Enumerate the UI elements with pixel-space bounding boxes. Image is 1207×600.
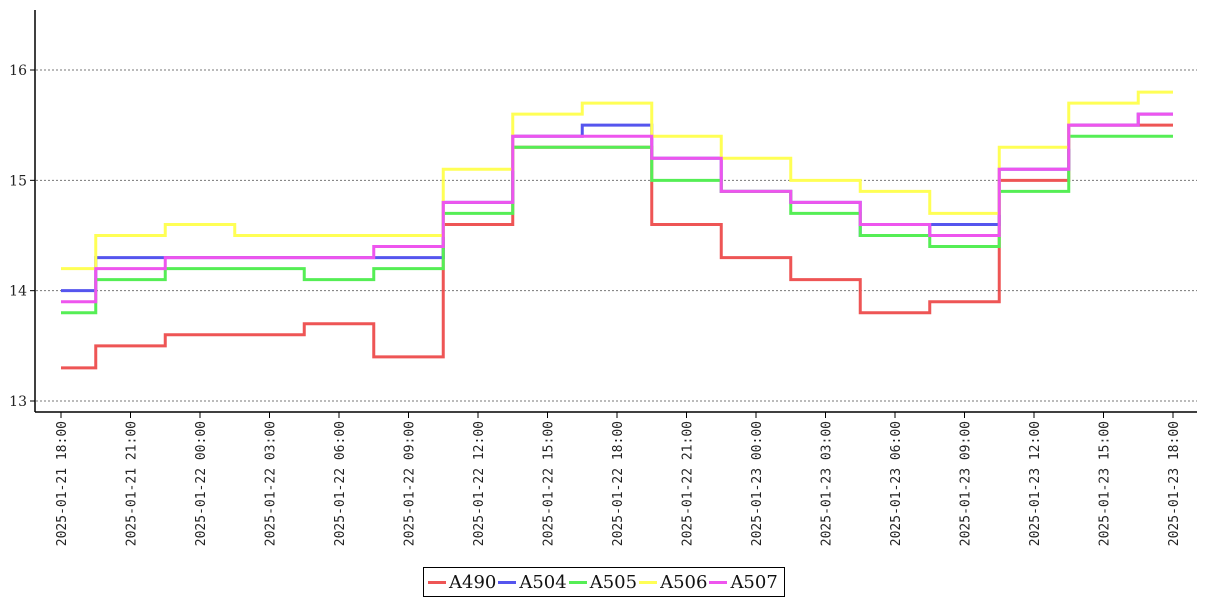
x-tick-label: 2025-01-23 12:00 [1028,421,1043,546]
x-tick-label: 2025-01-22 06:00 [333,421,348,546]
legend-swatch [639,580,658,584]
x-ticks: 2025-01-21 18:00 2025-01-21 21:00 2025-01-… [55,412,1182,546]
legend-label: A490 [449,571,497,593]
legend-item-a490: A490 [428,572,496,593]
x-tick-label: 2025-01-23 06:00 [889,421,904,546]
grid-lines [36,69,1197,402]
y-ticks: 13 14 15 16 [9,63,35,410]
y-tick-label: 14 [9,284,27,300]
x-tick-label: 2025-01-22 00:00 [194,421,209,546]
series-line-a490 [61,123,1173,370]
legend-item-a505: A505 [568,571,638,593]
x-tick-label: 2025-01-23 18:00 [1167,421,1182,546]
x-tick-label: 2025-01-21 21:00 [125,421,140,546]
x-tick-label: 2025-01-23 03:00 [820,421,835,546]
x-tick-label: 2025-01-22 15:00 [542,421,557,546]
x-tick-label: 2025-01-22 21:00 [681,421,696,546]
series-line-a504 [61,112,1173,293]
x-tick-label: 2025-01-22 03:00 [264,421,279,546]
y-tick-label: 16 [9,63,27,79]
legend: A490 A504 A505 A506 A507 [423,567,785,597]
y-tick-label: 13 [9,394,27,410]
legend-label: A505 [589,571,638,593]
x-tick-label: 2025-01-21 18:00 [55,421,70,546]
y-tick-label: 15 [9,173,27,189]
line-chart: 13 14 15 16 2025-01-21 18:00 2025-01-21 21:0… [9,10,1197,546]
legend-item-a507: A507 [709,571,778,593]
legend-item-a506: A506 [639,572,707,593]
x-tick-label: 2025-01-22 12:00 [472,421,487,546]
x-tick-label: 2025-01-23 00:00 [750,421,765,546]
series-lines [61,90,1173,370]
legend-swatch [498,580,517,584]
series-line-a505 [61,134,1173,315]
x-tick-label: 2025-01-22 09:00 [403,421,418,546]
legend-item-a504: A504 [498,571,567,593]
legend-swatch [709,580,728,584]
x-tick-label: 2025-01-23 15:00 [1098,421,1113,546]
legend-label: A504 [519,571,567,593]
legend-label: A507 [730,571,778,593]
legend-label: A506 [660,571,708,593]
x-tick-label: 2025-01-23 09:00 [959,421,974,546]
x-tick-label: 2025-01-22 18:00 [611,421,626,546]
series-line-a507 [61,112,1173,304]
legend-swatch [428,580,446,584]
legend-swatch [568,580,587,584]
